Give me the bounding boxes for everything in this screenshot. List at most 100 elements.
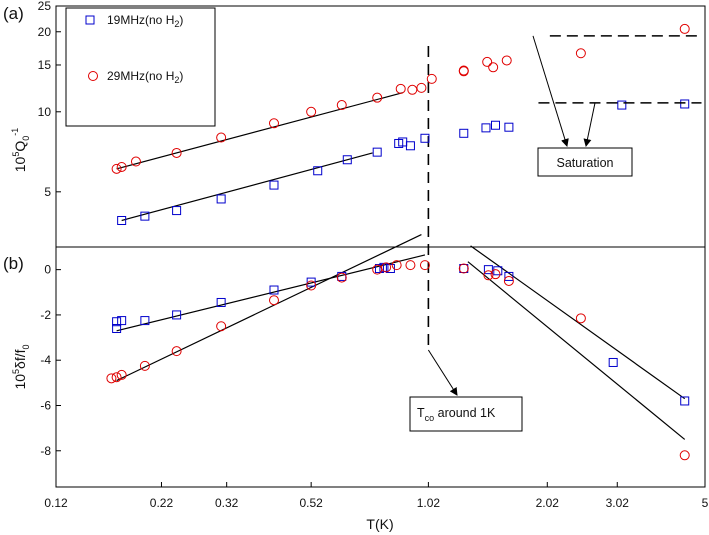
panel-a-circle-point-4: [216, 132, 227, 143]
panel-a-circle-point-14: [458, 65, 469, 76]
panel-a-square-point-11: [420, 133, 430, 143]
panel-a-circle-point-17: [501, 55, 512, 66]
panel-b-circle-point-16: [490, 269, 501, 280]
saturation-label: Saturation: [557, 156, 614, 170]
panel-b-circle-point-10: [381, 262, 392, 273]
panel-b-circle-point-2: [116, 369, 127, 380]
panel-b-circle-point-19: [679, 450, 690, 461]
panel-b-circle-point-6: [268, 295, 279, 306]
saturation-annotation: [532, 35, 702, 147]
panel-b-circle-point-18: [575, 313, 586, 324]
panel-a-circle-point-7: [336, 100, 347, 111]
y-tick-label-a-3: 20: [38, 25, 52, 39]
panel-a-circle-point-15: [482, 56, 493, 67]
panel-a-square-point-17: [680, 99, 690, 109]
panel-a-square-point-6: [342, 155, 352, 165]
panel-b-square-point-5: [216, 297, 226, 307]
panel-b-circle-point-1: [111, 372, 122, 383]
crossover-label: Tco around 1K: [417, 406, 496, 423]
panel-b-circle-point-12: [405, 260, 416, 271]
crossover-box: [409, 396, 523, 432]
panel-b-square-point-15: [504, 271, 514, 281]
fit-line-a-1: [116, 92, 403, 170]
panel-b-square-point-17: [680, 396, 690, 406]
panel-b-circle-point-8: [336, 272, 347, 283]
y-tick-label-a-2: 15: [38, 58, 52, 72]
x-tick-label-2: 0.32: [215, 496, 239, 510]
fit-lines: [116, 46, 686, 440]
panel-b-square-point-13: [483, 265, 493, 275]
panel-b-circle-point-14: [458, 263, 469, 274]
panel-a-square-point-10: [405, 141, 415, 151]
panel-b-square-point-1: [112, 317, 122, 327]
panel-b-circle-point-13: [419, 260, 430, 271]
tick-labels: 0.12 0.22 0.32 0.52 1.02 2.02 3.02 5 5 10 15 20 25 0 -…: [38, 0, 709, 510]
panel-b-circle-point-4: [171, 346, 182, 357]
x-tick-label-6: 3.02: [606, 496, 630, 510]
y-tick-label-b-4: -8: [40, 444, 51, 458]
x-tick-label-3: 0.52: [299, 496, 323, 510]
data-markers: [106, 23, 690, 461]
panel-a-circle-point-19: [679, 23, 690, 34]
panel-a-square-point-16: [617, 100, 627, 110]
panel-a-label: (a): [3, 4, 24, 23]
panel-b-circle-point-0: [106, 373, 117, 384]
y-axis-label-a: 105Q0-1: [10, 128, 31, 173]
panel-b-square-point-14: [493, 266, 503, 276]
panel-b-square-point-7: [306, 277, 316, 287]
y-tick-label-b-1: -2: [40, 308, 51, 322]
panel-a-square-point-7: [372, 147, 382, 157]
legend-entry-19mhz: 19MHz(no H2): [107, 13, 183, 29]
crossover-annotation: [427, 349, 458, 396]
crossover-arrow: [427, 349, 458, 396]
panel-a-circle-point-2: [130, 156, 141, 167]
panel-b-circle-point-17: [503, 275, 514, 286]
panel-b-square-point-4: [172, 310, 182, 320]
y-tick-label-b-2: -4: [40, 353, 51, 367]
panel-b-square-point-3: [140, 316, 150, 326]
y-axis-label-b: 105δf/f0: [11, 344, 31, 389]
legend-marker-square: [85, 15, 95, 25]
panel-b-circle-point-11: [391, 260, 402, 271]
panel-b-circle-point-5: [216, 321, 227, 332]
fit-line-b-1: [116, 234, 422, 382]
panel-a-square-point-5: [313, 166, 323, 176]
panel-a-square-point-2: [172, 206, 182, 216]
legend-box: [65, 7, 216, 127]
panel-a-square-point-12: [459, 128, 469, 138]
legend-entry-29mhz: 29MHz(no H2): [107, 69, 183, 85]
panel-a-circle-point-12: [426, 73, 437, 84]
panel-b-circle-point-3: [139, 360, 150, 371]
saturation-arrow-upper: [532, 35, 569, 147]
x-tick-label-7: 5: [702, 496, 709, 510]
panel-a-square-point-13: [481, 123, 491, 133]
panel-a-circle-point-6: [306, 106, 317, 117]
panel-a-square-point-4: [269, 180, 279, 190]
y-tick-label-a-4: 25: [38, 0, 52, 13]
panel-a-circle-point-5: [268, 118, 279, 129]
legend-marker-circle: [88, 71, 98, 81]
panel-b-square-point-11: [385, 264, 395, 274]
panel-a-square-point-14: [490, 120, 500, 130]
panel-b-square-point-0: [112, 324, 122, 334]
fit-line-b-3: [467, 261, 686, 440]
y-tick-label-a-1: 10: [38, 105, 52, 119]
panel-a-square-point-1: [140, 211, 150, 221]
panel-a-circle-point-3: [171, 147, 182, 158]
panel-b-label: (b): [3, 254, 24, 273]
panel-b-square-point-2: [117, 316, 127, 326]
y-tick-label-a-0: 5: [44, 185, 51, 199]
x-tick-label-1: 0.22: [150, 496, 174, 510]
panel-a-circle-point-18: [575, 48, 586, 59]
x-axis-label: T(K): [366, 516, 393, 532]
panel-a-square-point-0: [117, 215, 127, 225]
panel-a-circle-point-11: [416, 82, 427, 93]
x-tick-label-0: 0.12: [44, 496, 68, 510]
fit-line-b-2: [470, 245, 686, 400]
panel-a-circle-point-0: [111, 163, 122, 174]
panel-a-circle-point-16: [488, 62, 499, 73]
panel-a-square-point-3: [216, 194, 226, 204]
panel-b-circle-point-7: [306, 280, 317, 291]
x-tick-label-5: 2.02: [536, 496, 560, 510]
